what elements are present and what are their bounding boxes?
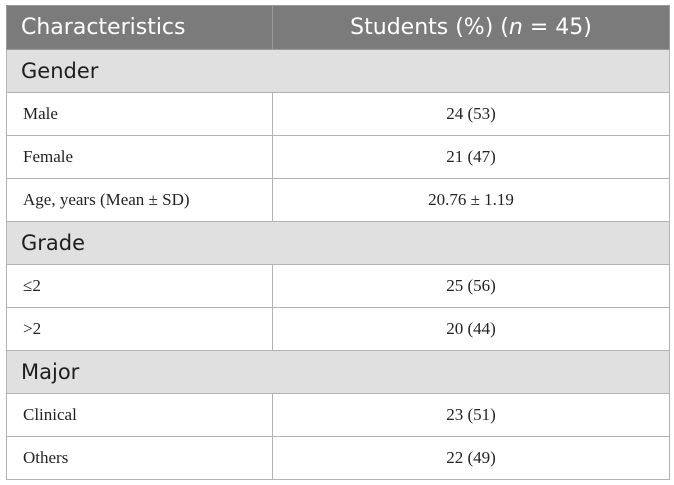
row-value: 20 (44) xyxy=(272,307,670,351)
header-students: Students (%) (n = 45) xyxy=(272,5,670,50)
table-row: Others 22 (49) xyxy=(6,436,670,480)
row-label: ≤2 xyxy=(6,264,273,308)
row-value: 20.76 ± 1.19 xyxy=(272,178,670,222)
row-value: 22 (49) xyxy=(272,436,670,480)
row-label: Age, years (Mean ± SD) xyxy=(6,178,273,222)
row-label: Male xyxy=(6,92,273,136)
table-row: Age, years (Mean ± SD) 20.76 ± 1.19 xyxy=(6,178,670,222)
section-title-gender: Gender xyxy=(6,49,670,93)
section-row-gender: Gender xyxy=(6,49,670,93)
section-row-grade: Grade xyxy=(6,221,670,265)
table-row: Male 24 (53) xyxy=(6,92,670,136)
header-students-n: n xyxy=(508,15,523,40)
table-row: Female 21 (47) xyxy=(6,135,670,179)
header-row: Characteristics Students (%) (n = 45) xyxy=(6,5,670,50)
row-label: Clinical xyxy=(6,393,273,437)
header-students-prefix: Students (%) ( xyxy=(350,15,509,40)
row-label: >2 xyxy=(6,307,273,351)
header-characteristics: Characteristics xyxy=(6,5,273,50)
table-row: >2 20 (44) xyxy=(6,307,670,351)
table-row: Clinical 23 (51) xyxy=(6,393,670,437)
row-value: 25 (56) xyxy=(272,264,670,308)
row-value: 24 (53) xyxy=(272,92,670,136)
row-label: Others xyxy=(6,436,273,480)
table-row: ≤2 25 (56) xyxy=(6,264,670,308)
row-value: 23 (51) xyxy=(272,393,670,437)
section-title-major: Major xyxy=(6,350,670,394)
section-title-grade: Grade xyxy=(6,221,670,265)
section-row-major: Major xyxy=(6,350,670,394)
characteristics-table: Characteristics Students (%) (n = 45) Ge… xyxy=(6,5,670,480)
header-students-suffix: = 45) xyxy=(522,15,592,40)
row-label: Female xyxy=(6,135,273,179)
row-value: 21 (47) xyxy=(272,135,670,179)
